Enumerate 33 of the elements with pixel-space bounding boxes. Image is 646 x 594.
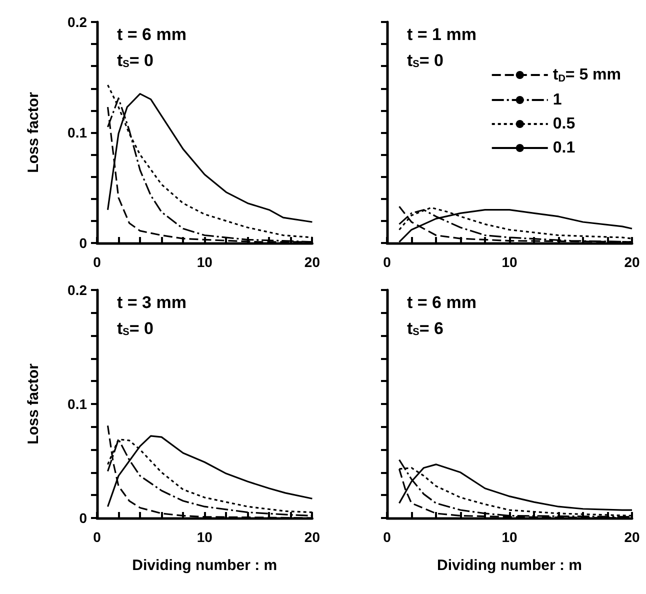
y-tick-label: 0 xyxy=(79,510,88,526)
annotation: tS= 0 xyxy=(117,51,154,70)
y-tick-label: 0 xyxy=(79,235,88,251)
annotation: tS= 0 xyxy=(117,319,154,338)
annotation: t = 1 mm xyxy=(407,25,476,44)
y-tick-label: 0.1 xyxy=(68,124,88,140)
x-tick-label: 20 xyxy=(624,254,640,270)
y-tick-label: 0.2 xyxy=(68,14,88,30)
annotation: t = 6 mm xyxy=(117,25,186,44)
x-tick-label: 0 xyxy=(93,529,102,545)
x-tick-label: 10 xyxy=(196,529,213,545)
x-axis-title: Dividing number : m xyxy=(436,557,582,574)
legend-label: 0.5 xyxy=(552,116,576,132)
annotation: t = 6 mm xyxy=(407,293,476,312)
x-tick-label: 20 xyxy=(624,529,640,545)
legend-label: 0.1 xyxy=(552,140,576,156)
x-tick-label: 0 xyxy=(383,254,392,270)
x-tick-label: 0 xyxy=(93,254,102,270)
y-axis-title: Loss factor xyxy=(25,363,42,444)
y-tick-label: 0.1 xyxy=(68,396,88,412)
x-tick-label: 20 xyxy=(304,529,320,545)
annotation: tS= 0 xyxy=(407,51,444,70)
annotation: tS= 6 xyxy=(407,319,444,338)
legend-label: 1 xyxy=(552,92,562,108)
x-axis-title: Dividing number : m xyxy=(132,557,278,574)
x-tick-label: 10 xyxy=(502,254,518,270)
annotation: t = 3 mm xyxy=(117,293,186,312)
x-tick-label: 0 xyxy=(383,529,392,545)
x-tick-label: 10 xyxy=(196,254,213,270)
x-tick-label: 10 xyxy=(502,529,518,545)
x-tick-label: 20 xyxy=(304,254,320,270)
y-axis-title: Loss factor xyxy=(25,92,42,173)
y-tick-label: 0.2 xyxy=(68,282,88,298)
